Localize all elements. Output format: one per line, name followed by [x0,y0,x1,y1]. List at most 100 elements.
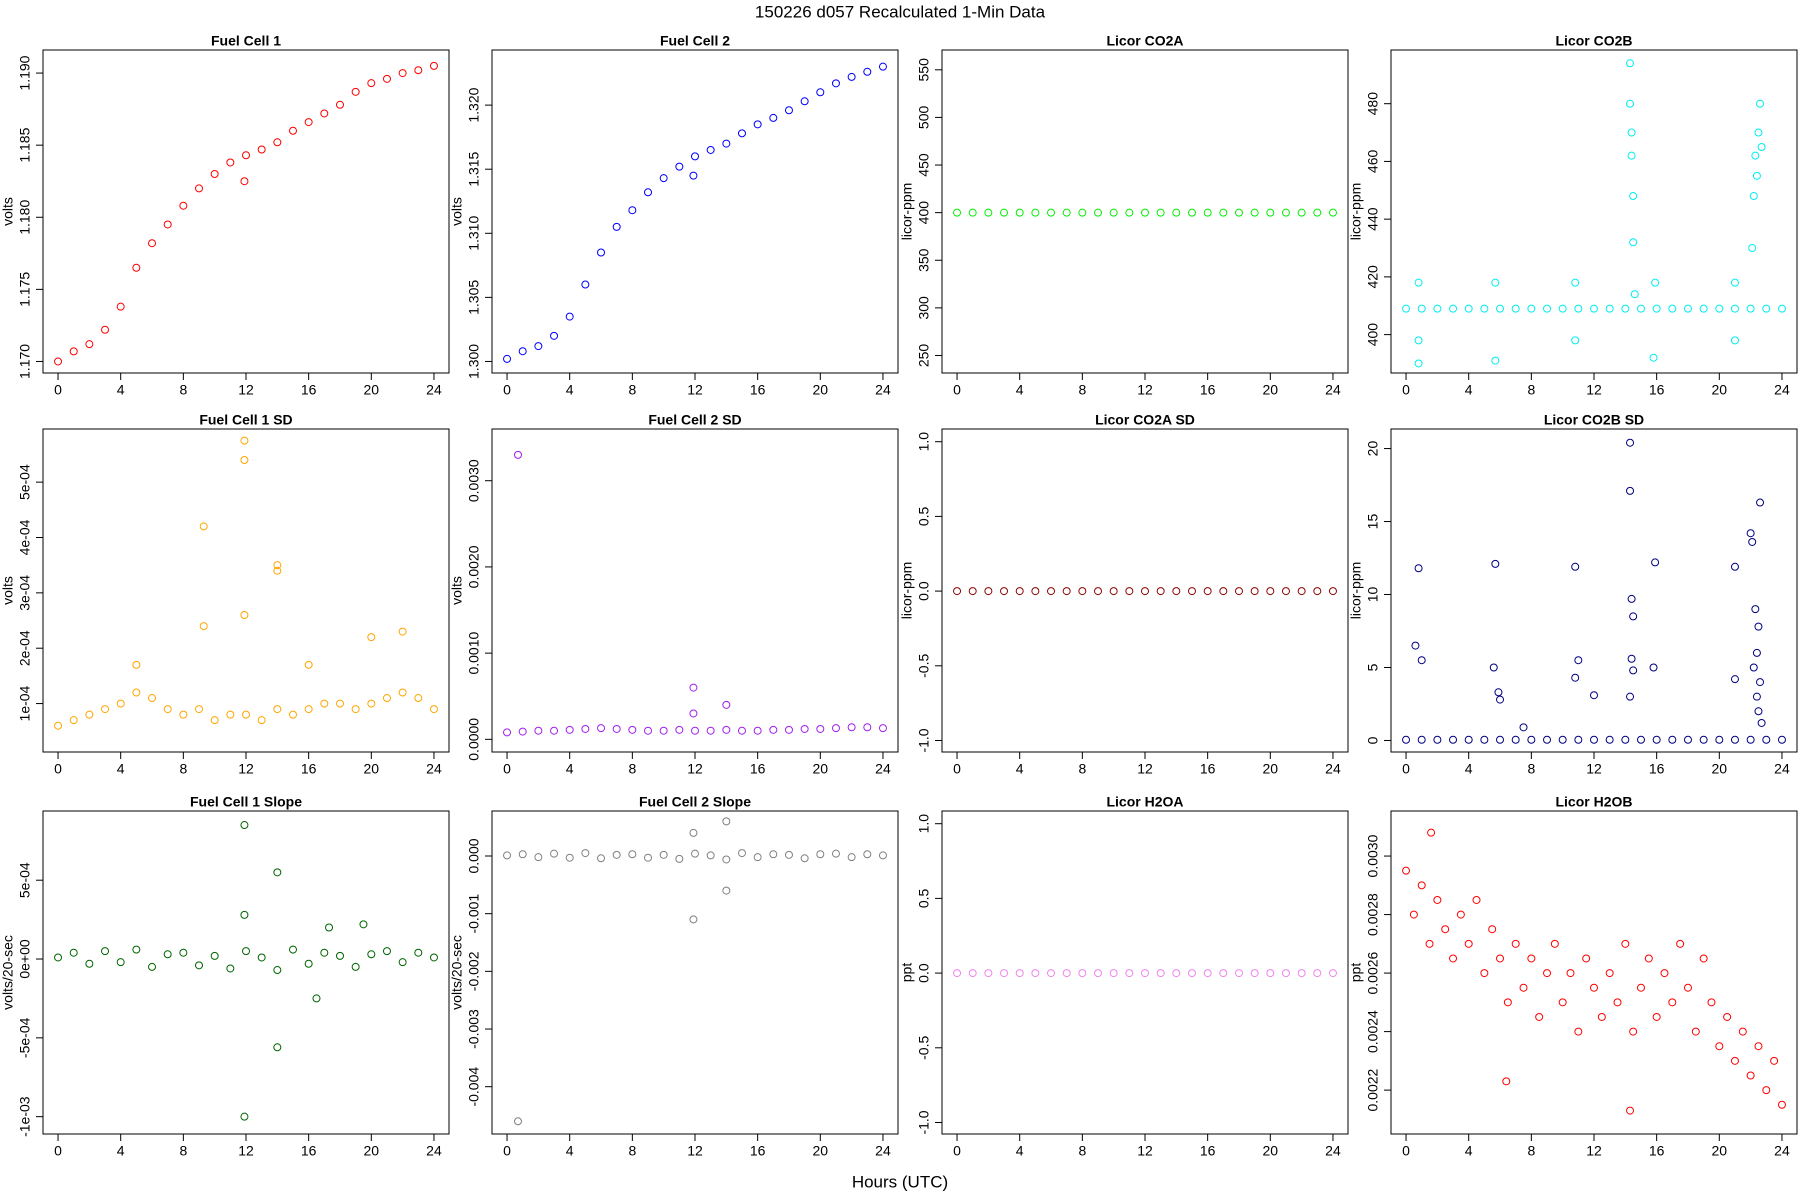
point [968,969,977,978]
point [1550,939,1559,948]
point [968,587,977,596]
point [1409,910,1418,919]
point [1566,969,1575,978]
point [1503,998,1512,1007]
y-tick-label: 420 [1365,265,1381,289]
point [612,222,621,231]
point [1749,192,1758,201]
point [273,868,282,877]
point [1571,278,1580,287]
plot-frame [941,428,1349,753]
point [1730,735,1739,744]
y-axis-label: volts/20-sec [0,935,16,1010]
point [1762,1086,1771,1095]
point [1094,969,1103,978]
point [1543,304,1552,313]
point [878,724,887,733]
panel-title: Licor CO2A SD [1095,412,1195,428]
point [1748,244,1757,253]
y-tick-label: 10 [1365,587,1381,603]
panel-title: Licor CO2A [1106,33,1183,49]
x-axis-label: Hours (UTC) [852,1172,948,1191]
y-axis-label: volts [0,197,16,226]
y-tick-label: 1.0 [916,432,932,452]
point [612,850,621,859]
y-axis-label: volts/20-sec [449,935,465,1010]
point [1571,673,1580,682]
plot-frame [491,810,899,1135]
point [689,709,698,718]
point [984,208,993,217]
point [1496,304,1505,313]
point [1234,587,1243,596]
x-tick-label: 4 [1016,382,1024,398]
x-tick-label: 20 [364,1143,380,1159]
point [1328,587,1337,596]
point [691,152,699,161]
point [1234,208,1243,217]
x-tick-label: 12 [1586,382,1602,398]
point [706,726,715,735]
y-tick-label: 1.170 [17,344,33,379]
point [1411,641,1420,650]
x-tick-label: 24 [1325,382,1341,398]
point [800,97,809,106]
point [1627,151,1636,160]
point [273,1043,282,1052]
point [429,61,438,70]
point [1141,208,1149,217]
point [1480,304,1489,313]
y-tick-label: -0.002 [466,951,482,991]
point [816,724,825,733]
x-tick-label: 20 [1712,761,1728,777]
point [116,302,125,311]
point [304,660,313,669]
y-tick-label: -0.5 [916,1036,932,1060]
x-tick-label: 0 [953,761,961,777]
panel-title: Licor H2OB [1555,794,1632,810]
point [1746,1071,1755,1080]
y-tick-label: 1.300 [466,344,482,379]
point [1449,954,1458,963]
point [1062,208,1071,217]
point [414,66,423,75]
y-tick-label: 5 [1365,663,1381,671]
y-tick-label: 5e-04 [17,862,33,898]
y-tick-label: 550 [916,58,932,82]
x-tick-label: 4 [1465,382,1473,398]
point [1651,278,1660,287]
point [863,723,872,732]
x-tick-label: 12 [1586,761,1602,777]
point [1313,969,1322,978]
point [148,962,157,971]
point [514,1117,523,1126]
point [1558,735,1567,744]
point [240,455,249,464]
y-tick-label: 0.0030 [466,459,482,502]
point [1543,969,1552,978]
point [304,959,313,968]
point [1187,969,1196,978]
point [367,699,376,708]
point [199,522,208,531]
point [1626,59,1635,68]
point [257,716,266,725]
point [1652,735,1661,744]
panel-title: Fuel Cell 1 Slope [190,794,302,810]
y-tick-label: 400 [916,201,932,225]
point [101,947,110,956]
point [1527,304,1536,313]
point [1203,208,1212,217]
point [1449,304,1458,313]
point [1738,1027,1747,1036]
point [1417,304,1426,313]
point [116,699,125,708]
y-tick-label: 500 [916,106,932,130]
point [597,854,606,863]
point [1489,663,1498,672]
point [534,342,543,351]
point [847,723,856,732]
point [1543,735,1552,744]
point [1762,304,1771,313]
x-tick-label: 12 [238,382,254,398]
